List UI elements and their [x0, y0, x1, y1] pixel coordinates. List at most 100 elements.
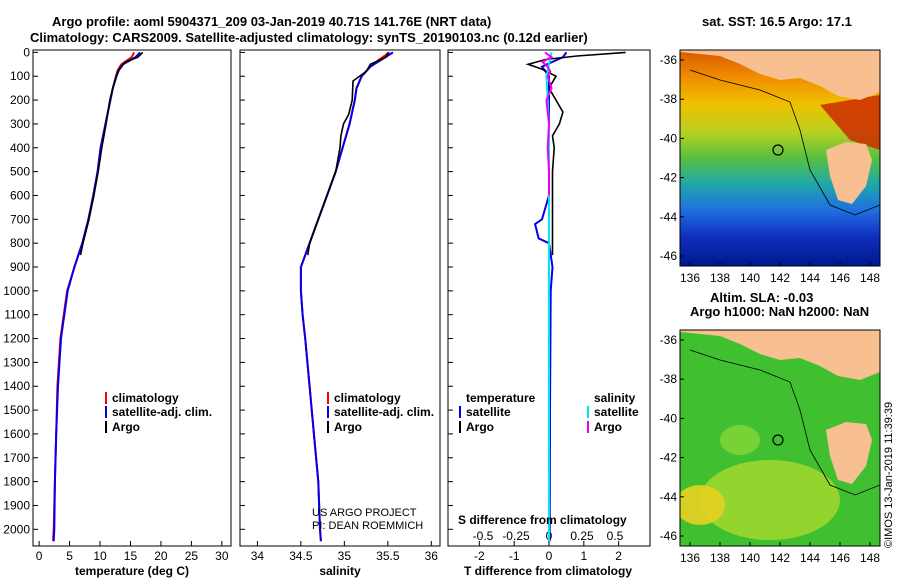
lat-tick-label: -38: [660, 372, 678, 386]
series-line-t-argo: [525, 51, 626, 256]
legend-salinity-title: salinity: [594, 391, 636, 405]
lon-tick-label: 142: [770, 271, 790, 285]
sla-land-mainland: [680, 330, 880, 380]
depth-tick-label: 1600: [3, 427, 30, 441]
sst-map-title: sat. SST: 16.5 Argo: 17.1: [702, 14, 852, 29]
sla-map-title-1: Altim. SLA: -0.03: [710, 290, 813, 305]
depth-tick-label: 0: [23, 45, 30, 59]
temperature-x-axis: 0 5 10 15 20 25 30: [36, 541, 229, 563]
sla-depth-contour: [689, 349, 880, 496]
x-tick-label: 15: [124, 549, 138, 563]
sla-mid-patch: [720, 425, 760, 455]
lat-tick-label: -40: [660, 411, 678, 425]
pi-credit: PI: DEAN ROEMMICH: [312, 520, 423, 532]
series-line-argo: [307, 52, 389, 256]
depth-tick-label: 2000: [3, 522, 30, 536]
depth-axis: 0 100 200 300 400 500 600 700 800 900 1000 1100 1200…: [3, 45, 38, 536]
difference-series: [525, 51, 626, 542]
salinity-series: [299, 51, 394, 542]
temperature-x-label: temperature (deg C): [75, 564, 189, 578]
sst-argo-location-marker: [772, 144, 784, 156]
series-line-satellite-adj-clim-: [52, 51, 141, 542]
depth-tick-label: 1000: [3, 284, 30, 298]
t-difference-x-axis: -2 -1 0 1 2: [448, 51, 622, 563]
depth-tick-label: 1100: [4, 308, 30, 322]
depth-tick-label: 600: [10, 188, 30, 202]
lon-tick-label: 140: [740, 551, 760, 565]
header-line-1: Argo profile: aoml 5904371_209 03-Jan-20…: [52, 14, 491, 29]
s-difference-x-label: S difference from climatology: [458, 513, 627, 527]
s-diff-tick-label: -0.25: [502, 529, 530, 543]
s-diff-tick-label: -0.5: [473, 529, 494, 543]
x-tick-label: 25: [185, 549, 199, 563]
x-tick-label: 34: [251, 549, 265, 563]
t-difference-x-label: T difference from climatology: [464, 564, 632, 578]
series-line-climatology: [299, 51, 391, 542]
salinity-x-axis: 34 34.5 35 35.5 36: [240, 51, 439, 563]
lat-tick-label: -36: [660, 53, 678, 67]
series-line-climatology: [52, 51, 135, 542]
lat-tick-label: -42: [660, 171, 678, 185]
depth-tick-label: 400: [10, 141, 30, 155]
x-tick-label: 0: [36, 549, 43, 563]
lon-tick-label: 146: [830, 551, 850, 565]
lon-tick-label: 148: [860, 551, 880, 565]
sla-peak-patch: [680, 485, 725, 525]
sla-land-tasmania: [826, 422, 872, 484]
sst-depth-contour: [689, 69, 880, 216]
lat-tick-label: -40: [660, 131, 678, 145]
lat-tick-label: -36: [660, 333, 678, 347]
x-tick-label: 34.5: [289, 549, 313, 563]
depth-tick-label: 100: [10, 69, 30, 83]
lat-tick-label: -44: [660, 210, 678, 224]
difference-legend: temperature satellite Argo salinity sate…: [459, 391, 639, 434]
legend-satellite-adj: satellite-adj. clim.: [334, 405, 434, 419]
depth-tick-label: 1900: [3, 498, 30, 512]
x-tick-label: 20: [154, 549, 168, 563]
x-tick-label: 5: [66, 549, 73, 563]
legend-t-argo: Argo: [466, 420, 494, 434]
temperature-plot-frame: [32, 49, 232, 547]
depth-tick-label: 1400: [3, 379, 30, 393]
lon-tick-label: 144: [800, 551, 820, 565]
lat-tick-label: -44: [660, 490, 678, 504]
depth-tick-label: 300: [10, 117, 30, 131]
x-tick-label: 0: [546, 549, 553, 563]
x-tick-label: 2: [615, 549, 622, 563]
lon-tick-label: 138: [710, 271, 730, 285]
series-line-s-argo: [540, 51, 554, 196]
sst-warm-patch: [820, 95, 880, 150]
temperature-series: [52, 51, 144, 542]
s-diff-tick-label: 0.5: [607, 529, 624, 543]
legend-satellite-adj: satellite-adj. clim.: [112, 405, 212, 419]
lat-tick-label: -38: [660, 92, 678, 106]
sla-lon-axis: 136 138 140 142 144 146 148: [680, 542, 880, 565]
lon-tick-label: 146: [830, 271, 850, 285]
lon-tick-label: 140: [740, 271, 760, 285]
sla-high-patch: [700, 460, 840, 540]
sst-land-tasmania: [826, 142, 872, 204]
legend-s-satellite: satellite: [594, 405, 639, 419]
sla-lat-axis: -36 -38 -40 -42 -44 -46: [660, 333, 684, 543]
x-tick-label: -1: [509, 549, 520, 563]
series-line-t-satellite: [533, 51, 568, 542]
x-tick-label: 36: [425, 549, 439, 563]
depth-tick-label: 1300: [3, 355, 30, 369]
sst-lon-axis: 136 138 140 142 144 146 148: [680, 262, 880, 285]
series-line-satellite-adj-clim-: [299, 51, 394, 542]
legend-s-argo: Argo: [594, 420, 622, 434]
depth-tick-label: 700: [10, 212, 30, 226]
header-line-2: Climatology: CARS2009. Satellite-adjuste…: [30, 30, 588, 45]
depth-tick-label: 1700: [3, 451, 30, 465]
lat-tick-label: -46: [660, 529, 678, 543]
sst-map: sat. SST: 16.5 Argo: 17.1: [660, 14, 881, 285]
lon-tick-label: 136: [680, 551, 700, 565]
lon-tick-label: 138: [710, 551, 730, 565]
s-difference-x-axis: -0.5 -0.25 0 0.25 0.5: [473, 529, 624, 543]
x-tick-label: 30: [215, 549, 229, 563]
lon-tick-label: 142: [770, 551, 790, 565]
depth-tick-label: 200: [10, 93, 30, 107]
project-credit: US ARGO PROJECT: [312, 507, 417, 519]
lon-tick-label: 144: [800, 271, 820, 285]
